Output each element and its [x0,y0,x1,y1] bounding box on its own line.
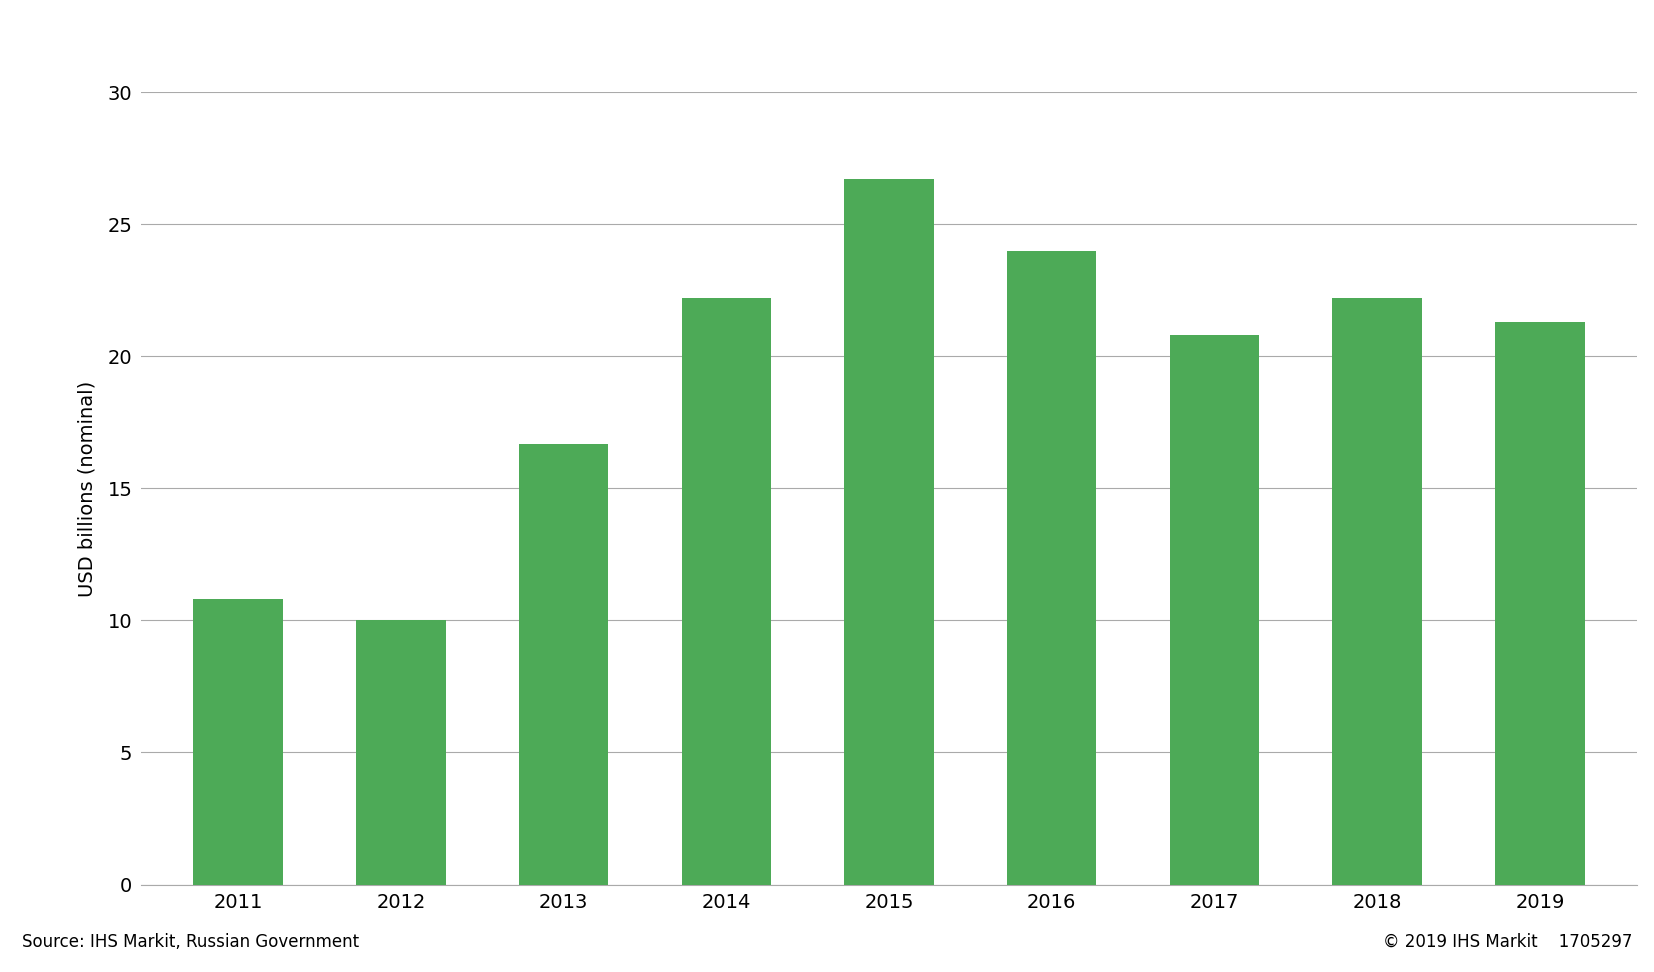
Bar [519,443,609,885]
Bar [1495,322,1585,885]
Bar [194,600,283,885]
Bar [681,298,771,885]
Text: © 2019 IHS Markit    1705297: © 2019 IHS Markit 1705297 [1383,932,1632,951]
Text: Source: IHS Markit, Russian Government: Source: IHS Markit, Russian Government [22,932,359,951]
Bar [1007,251,1097,885]
Y-axis label: USD billions (nominal): USD billions (nominal) [78,380,96,597]
Bar [844,180,935,885]
Bar [1169,335,1259,885]
Bar [356,620,445,885]
Text: Russia: Annual  funding  for State Armament Programme 2011–19: Russia: Annual funding for State Armamen… [22,27,1032,55]
Bar [1333,298,1422,885]
